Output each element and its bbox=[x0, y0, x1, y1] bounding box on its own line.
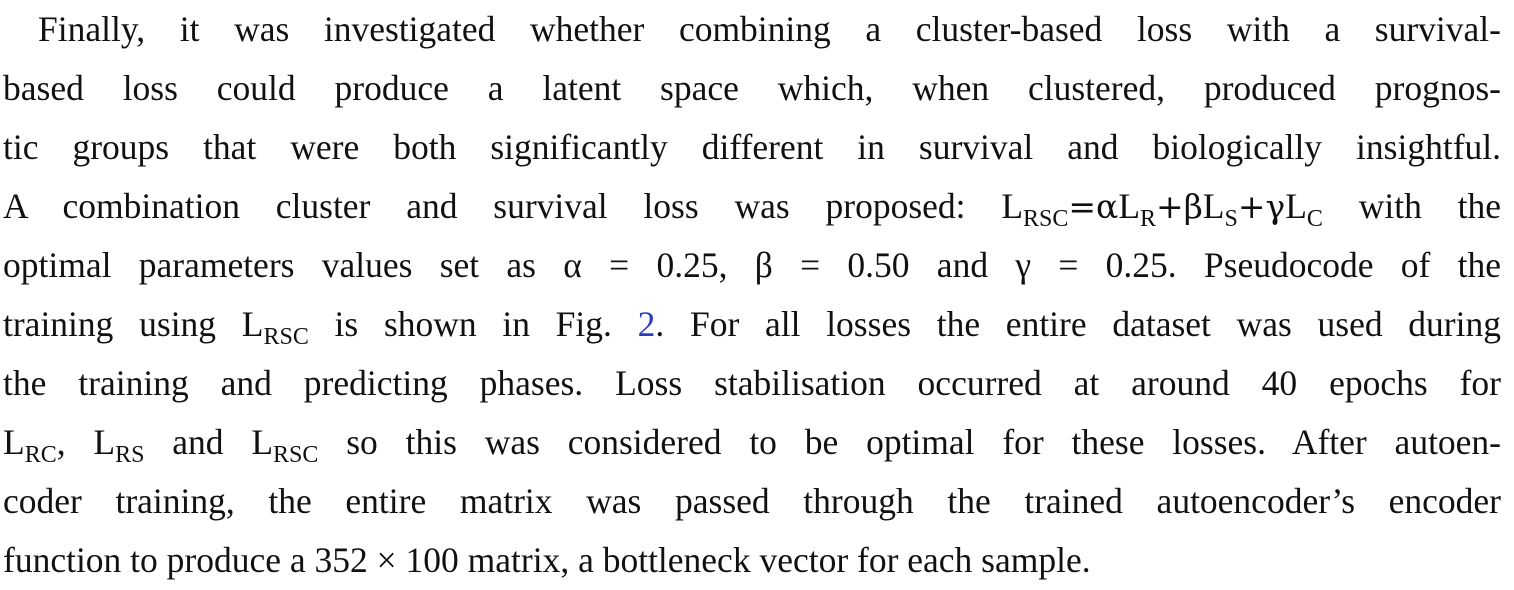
line-text: Finally, it was investigated whether com… bbox=[38, 9, 1501, 49]
subscript-c: C bbox=[1306, 206, 1323, 232]
text-line-6: training using LRSC is shown in Fig. 2. … bbox=[3, 295, 1501, 354]
text-line-8: LRC, LRS and LRSC so this was considered… bbox=[3, 413, 1501, 472]
line-text: A combination cluster and survival loss … bbox=[3, 186, 1002, 226]
symbol-l: L bbox=[3, 422, 25, 462]
formula-lrsc: LRSC=αLR+βLS+γLC bbox=[1001, 186, 1323, 231]
subscript-r: R bbox=[1140, 206, 1157, 232]
line-text: with the bbox=[1322, 186, 1502, 226]
line-text: optimal parameters values set as α = 0.2… bbox=[3, 245, 1501, 285]
symbol-beta: β bbox=[1183, 187, 1203, 226]
subscript-rsc: RSC bbox=[1023, 206, 1069, 232]
equals-sign: = bbox=[1068, 187, 1097, 226]
symbol-l: L bbox=[251, 422, 274, 462]
text-line-1: Finally, it was investigated whether com… bbox=[38, 0, 1501, 59]
text-line-7: the training and predicting phases. Loss… bbox=[3, 354, 1501, 413]
text-line-2: based loss could produce a latent space … bbox=[3, 59, 1501, 118]
subscript-rsc: RSC bbox=[273, 442, 319, 468]
symbol-gamma: γ bbox=[1265, 187, 1286, 226]
symbol-l: L bbox=[1118, 186, 1141, 226]
text-line-9: coder training, the entire matrix was pa… bbox=[3, 472, 1501, 531]
symbol-l: L bbox=[1285, 186, 1307, 226]
line-text: . For all losses the entire dataset was … bbox=[655, 304, 1501, 344]
line-text: tic groups that were both significantly … bbox=[3, 127, 1501, 167]
symbol-l: L bbox=[241, 304, 264, 344]
subscript-rsc: RSC bbox=[263, 324, 309, 350]
subscript-rc: RC bbox=[24, 442, 57, 468]
line-text: training using bbox=[3, 304, 242, 344]
line-text: and bbox=[144, 422, 252, 462]
line-text: based loss could produce a latent space … bbox=[3, 68, 1501, 108]
symbol-l: L bbox=[93, 422, 116, 462]
subscript-rs: RS bbox=[115, 442, 145, 468]
symbol-alpha: α bbox=[1096, 187, 1119, 226]
subscript-s: S bbox=[1224, 206, 1238, 232]
line-text: coder training, the entire matrix was pa… bbox=[3, 481, 1501, 521]
line-text: so this was considered to be optimal for… bbox=[318, 422, 1502, 462]
line-text: the training and predicting phases. Loss… bbox=[3, 363, 1501, 403]
line-text: is shown in Fig. bbox=[308, 304, 638, 344]
comma: , bbox=[56, 422, 94, 462]
text-line-3: tic groups that were both significantly … bbox=[3, 118, 1501, 177]
plus-sign: + bbox=[1237, 187, 1266, 226]
text-line-10: function to produce a 352 × 100 matrix, … bbox=[3, 531, 1091, 590]
text-line-4: A combination cluster and survival loss … bbox=[3, 177, 1501, 236]
figure-reference-link[interactable]: 2 bbox=[637, 304, 656, 344]
line-text: function to produce a 352 × 100 matrix, … bbox=[3, 540, 1091, 580]
symbol-l: L bbox=[1001, 186, 1023, 226]
text-line-5: optimal parameters values set as α = 0.2… bbox=[3, 236, 1501, 295]
symbol-l: L bbox=[1202, 186, 1225, 226]
plus-sign: + bbox=[1156, 187, 1184, 226]
